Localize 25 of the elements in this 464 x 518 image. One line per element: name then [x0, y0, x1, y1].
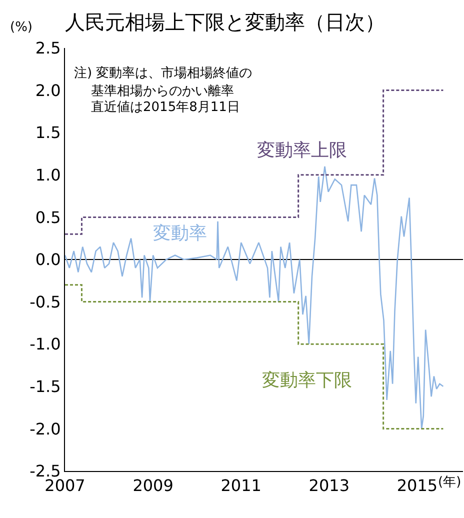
annotation: 基準相場からのかい離率	[91, 83, 234, 99]
y-tick-label: 2.0	[35, 80, 61, 100]
x-tick-label: 2009	[132, 476, 174, 496]
x-tick-label: 2013	[308, 476, 350, 496]
y-tick-label: -1.0	[30, 334, 61, 354]
x-tick-label: 2007	[44, 476, 86, 496]
y-tick-label: -0.5	[30, 292, 61, 312]
series-label: 変動率下限	[262, 370, 352, 391]
annotation: 注) 変動率は、市場相場終値の	[74, 65, 252, 81]
x-axis-title: (年)	[438, 475, 462, 490]
y-tick-label: 0.0	[35, 250, 61, 270]
annotation: 直近値は2015年8月11日	[91, 100, 240, 115]
y-tick-label: 1.0	[35, 166, 61, 184]
line-series	[65, 166, 444, 430]
y-tick-label: 2.5	[35, 38, 61, 58]
series-label: 変動率	[153, 223, 207, 244]
y-tick-label: 1.5	[35, 123, 61, 142]
y-axis-title: (%)	[10, 20, 32, 35]
y-tick-label: -2.0	[30, 419, 61, 438]
chart-title: 人民元相場上下限と変動率（日次）	[65, 10, 385, 34]
y-tick-label: 0.5	[35, 208, 61, 227]
x-tick-label: 2015	[396, 476, 438, 496]
series-label: 変動率上限	[257, 140, 347, 161]
y-tick-label: -1.5	[30, 377, 61, 396]
x-tick-label: 2011	[220, 476, 262, 496]
